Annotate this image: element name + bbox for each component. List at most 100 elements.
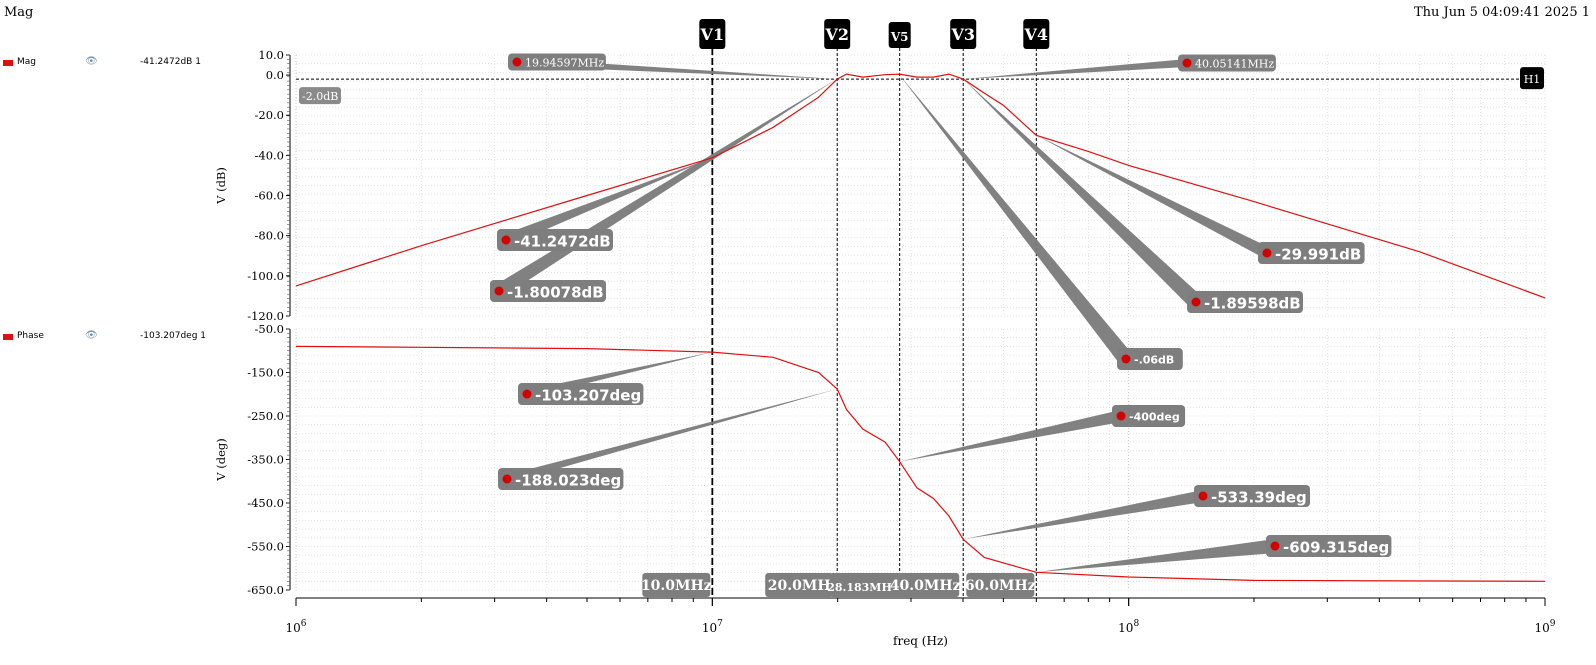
- annotation-leader: [963, 78, 1202, 308]
- y-tick-label: -550.0: [247, 540, 284, 554]
- phase-annotation-dot: [502, 474, 512, 484]
- plot-panel-phase: -50.0 -150.0 -250.0 -350.0 -450.0 -550.0 -650.…: [214, 322, 1546, 597]
- marker-badge-v4: [1023, 19, 1050, 49]
- mag-annotation-box: [1117, 348, 1183, 370]
- y-tick-label: 0.0: [266, 68, 284, 82]
- marker-freq-badge: [829, 573, 896, 597]
- phase-curve: [295, 345, 1546, 582]
- annotation-leader: [505, 389, 838, 483]
- marker-badge-v1: [699, 19, 726, 49]
- marker-label-v4: V4: [1024, 25, 1049, 44]
- y-axis-label: V (dB): [214, 167, 228, 205]
- mag-annotation-text: -29.991dB: [1275, 246, 1361, 264]
- marker-freq-label: 10.0MHz: [641, 578, 712, 594]
- mag-annotation-box: [1187, 291, 1303, 313]
- annotation-leader: [503, 157, 713, 246]
- y-tick-label: 10.0: [258, 48, 284, 62]
- marker-freq-label: 40.0MHz: [890, 578, 961, 594]
- phase-annotation-box: [498, 468, 624, 490]
- phase-annotation-dot: [1270, 541, 1280, 551]
- legend-value: -103.207deg 1: [140, 331, 207, 341]
- series-color-swatch: [3, 60, 13, 66]
- x-tick-label: 109: [1534, 619, 1555, 635]
- mag-annotation-box: [1258, 242, 1365, 264]
- x-tick-label: 107: [702, 619, 723, 635]
- y-tick-label: -40.0: [255, 148, 285, 162]
- y-tick-label: -80.0: [255, 229, 285, 243]
- marker-label-v5: V5: [890, 30, 909, 44]
- marker-label-v2: V2: [824, 25, 849, 44]
- h1-marker-label: H1: [1524, 73, 1541, 86]
- marker-freq-badge: [642, 573, 711, 597]
- eye-icon[interactable]: 👁: [85, 330, 98, 341]
- mag-annotation-box: [490, 280, 606, 302]
- phase-annotation-dot: [522, 389, 532, 399]
- h1-marker-badge: [1520, 67, 1544, 90]
- phase-annotation-text: -103.207deg: [535, 387, 641, 405]
- mag-annotation-dot: [512, 57, 522, 67]
- annotation-leader: [963, 490, 1205, 540]
- mag-annotation-text: 19.94597MHz: [525, 57, 604, 70]
- mag-annotation-dot: [494, 286, 504, 296]
- window-title: Mag: [4, 5, 34, 20]
- y-tick-label: -120.0: [247, 309, 284, 323]
- mag-annotation-box: [497, 229, 613, 251]
- y-tick-label: -50.0: [255, 322, 285, 336]
- mag-annotation-text: -.06dB: [1134, 354, 1174, 367]
- h1-value-badge: [299, 87, 341, 105]
- mag-curve: [295, 73, 1546, 299]
- timestamp: Thu Jun 5 04:09:41 2025 1: [1413, 5, 1590, 20]
- marker-badge-v2: [824, 19, 851, 49]
- y-tick-label: -650.0: [247, 583, 284, 597]
- legend-value: -41.2472dB 1: [140, 57, 201, 67]
- x-tick-label: 106: [285, 619, 306, 635]
- mag-annotation-text: -1.80078dB: [507, 284, 604, 302]
- annotation-leader: [963, 59, 1188, 80]
- y-tick-label: -100.0: [247, 269, 284, 283]
- annotation-leader: [899, 410, 1123, 462]
- legend-label: Mag: [17, 57, 36, 67]
- x-axis: 106 107 108 109 freq (Hz): [285, 597, 1556, 648]
- mag-annotation-dot: [1262, 248, 1272, 258]
- plot-panel-mag: 10.0 0.0 -20.0 -40.0 -60.0 -80.0 -100.0 -120.0 V…: [214, 48, 1546, 323]
- legend-label: Phase: [17, 331, 44, 341]
- y-tick-label: -450.0: [247, 496, 284, 510]
- phase-annotation-box: [1194, 485, 1310, 507]
- phase-annotation-box: [1112, 405, 1186, 427]
- marker-freq-label: 20.0MH: [768, 578, 831, 594]
- marker-freq-badge: [765, 573, 834, 597]
- mag-annotation-dot: [1191, 297, 1201, 307]
- y-tick-label: -150.0: [247, 366, 284, 380]
- mag-annotation-text: -41.2472dB: [514, 233, 611, 251]
- y-tick-label: -20.0: [255, 108, 285, 122]
- mag-annotation-text: -1.89598dB: [1204, 295, 1301, 313]
- y-tick-label: -250.0: [247, 409, 284, 423]
- marker-freq-badge: [891, 573, 960, 597]
- h1-value-label: -2.0dB: [302, 90, 338, 103]
- y-axis-label: V (deg): [214, 438, 228, 481]
- phase-annotation-dot: [1116, 411, 1126, 421]
- phase-annotation-text: -609.315deg: [1283, 539, 1389, 557]
- mag-annotation-text: 40.05141MHz: [1195, 58, 1274, 71]
- phase-annotation-dot: [1198, 491, 1208, 501]
- phase-annotation-text: -188.023deg: [515, 472, 621, 490]
- marker-badge-v3: [950, 19, 977, 49]
- eye-icon[interactable]: 👁: [85, 56, 98, 67]
- phase-annotation-box: [1266, 535, 1392, 557]
- x-axis-label: freq (Hz): [893, 634, 948, 648]
- marker-label-v1: V1: [700, 25, 725, 44]
- mag-annotation-dot: [1121, 354, 1131, 364]
- marker-label-v3: V3: [950, 25, 975, 44]
- marker-freq-label: 28.183MHz: [827, 581, 898, 594]
- phase-annotation-text: -533.39deg: [1211, 489, 1307, 507]
- phase-annotation-text: -400deg: [1129, 411, 1180, 424]
- annotation-leader: [1036, 135, 1270, 259]
- mag-annotation-box: [1178, 54, 1276, 72]
- y-tick-label: -60.0: [255, 189, 285, 203]
- mag-annotation-box: [508, 53, 606, 71]
- series-color-swatch: [3, 334, 13, 340]
- y-tick-label: -350.0: [247, 453, 284, 467]
- mag-annotation-dot: [1182, 58, 1192, 68]
- phase-annotation-box: [518, 383, 644, 405]
